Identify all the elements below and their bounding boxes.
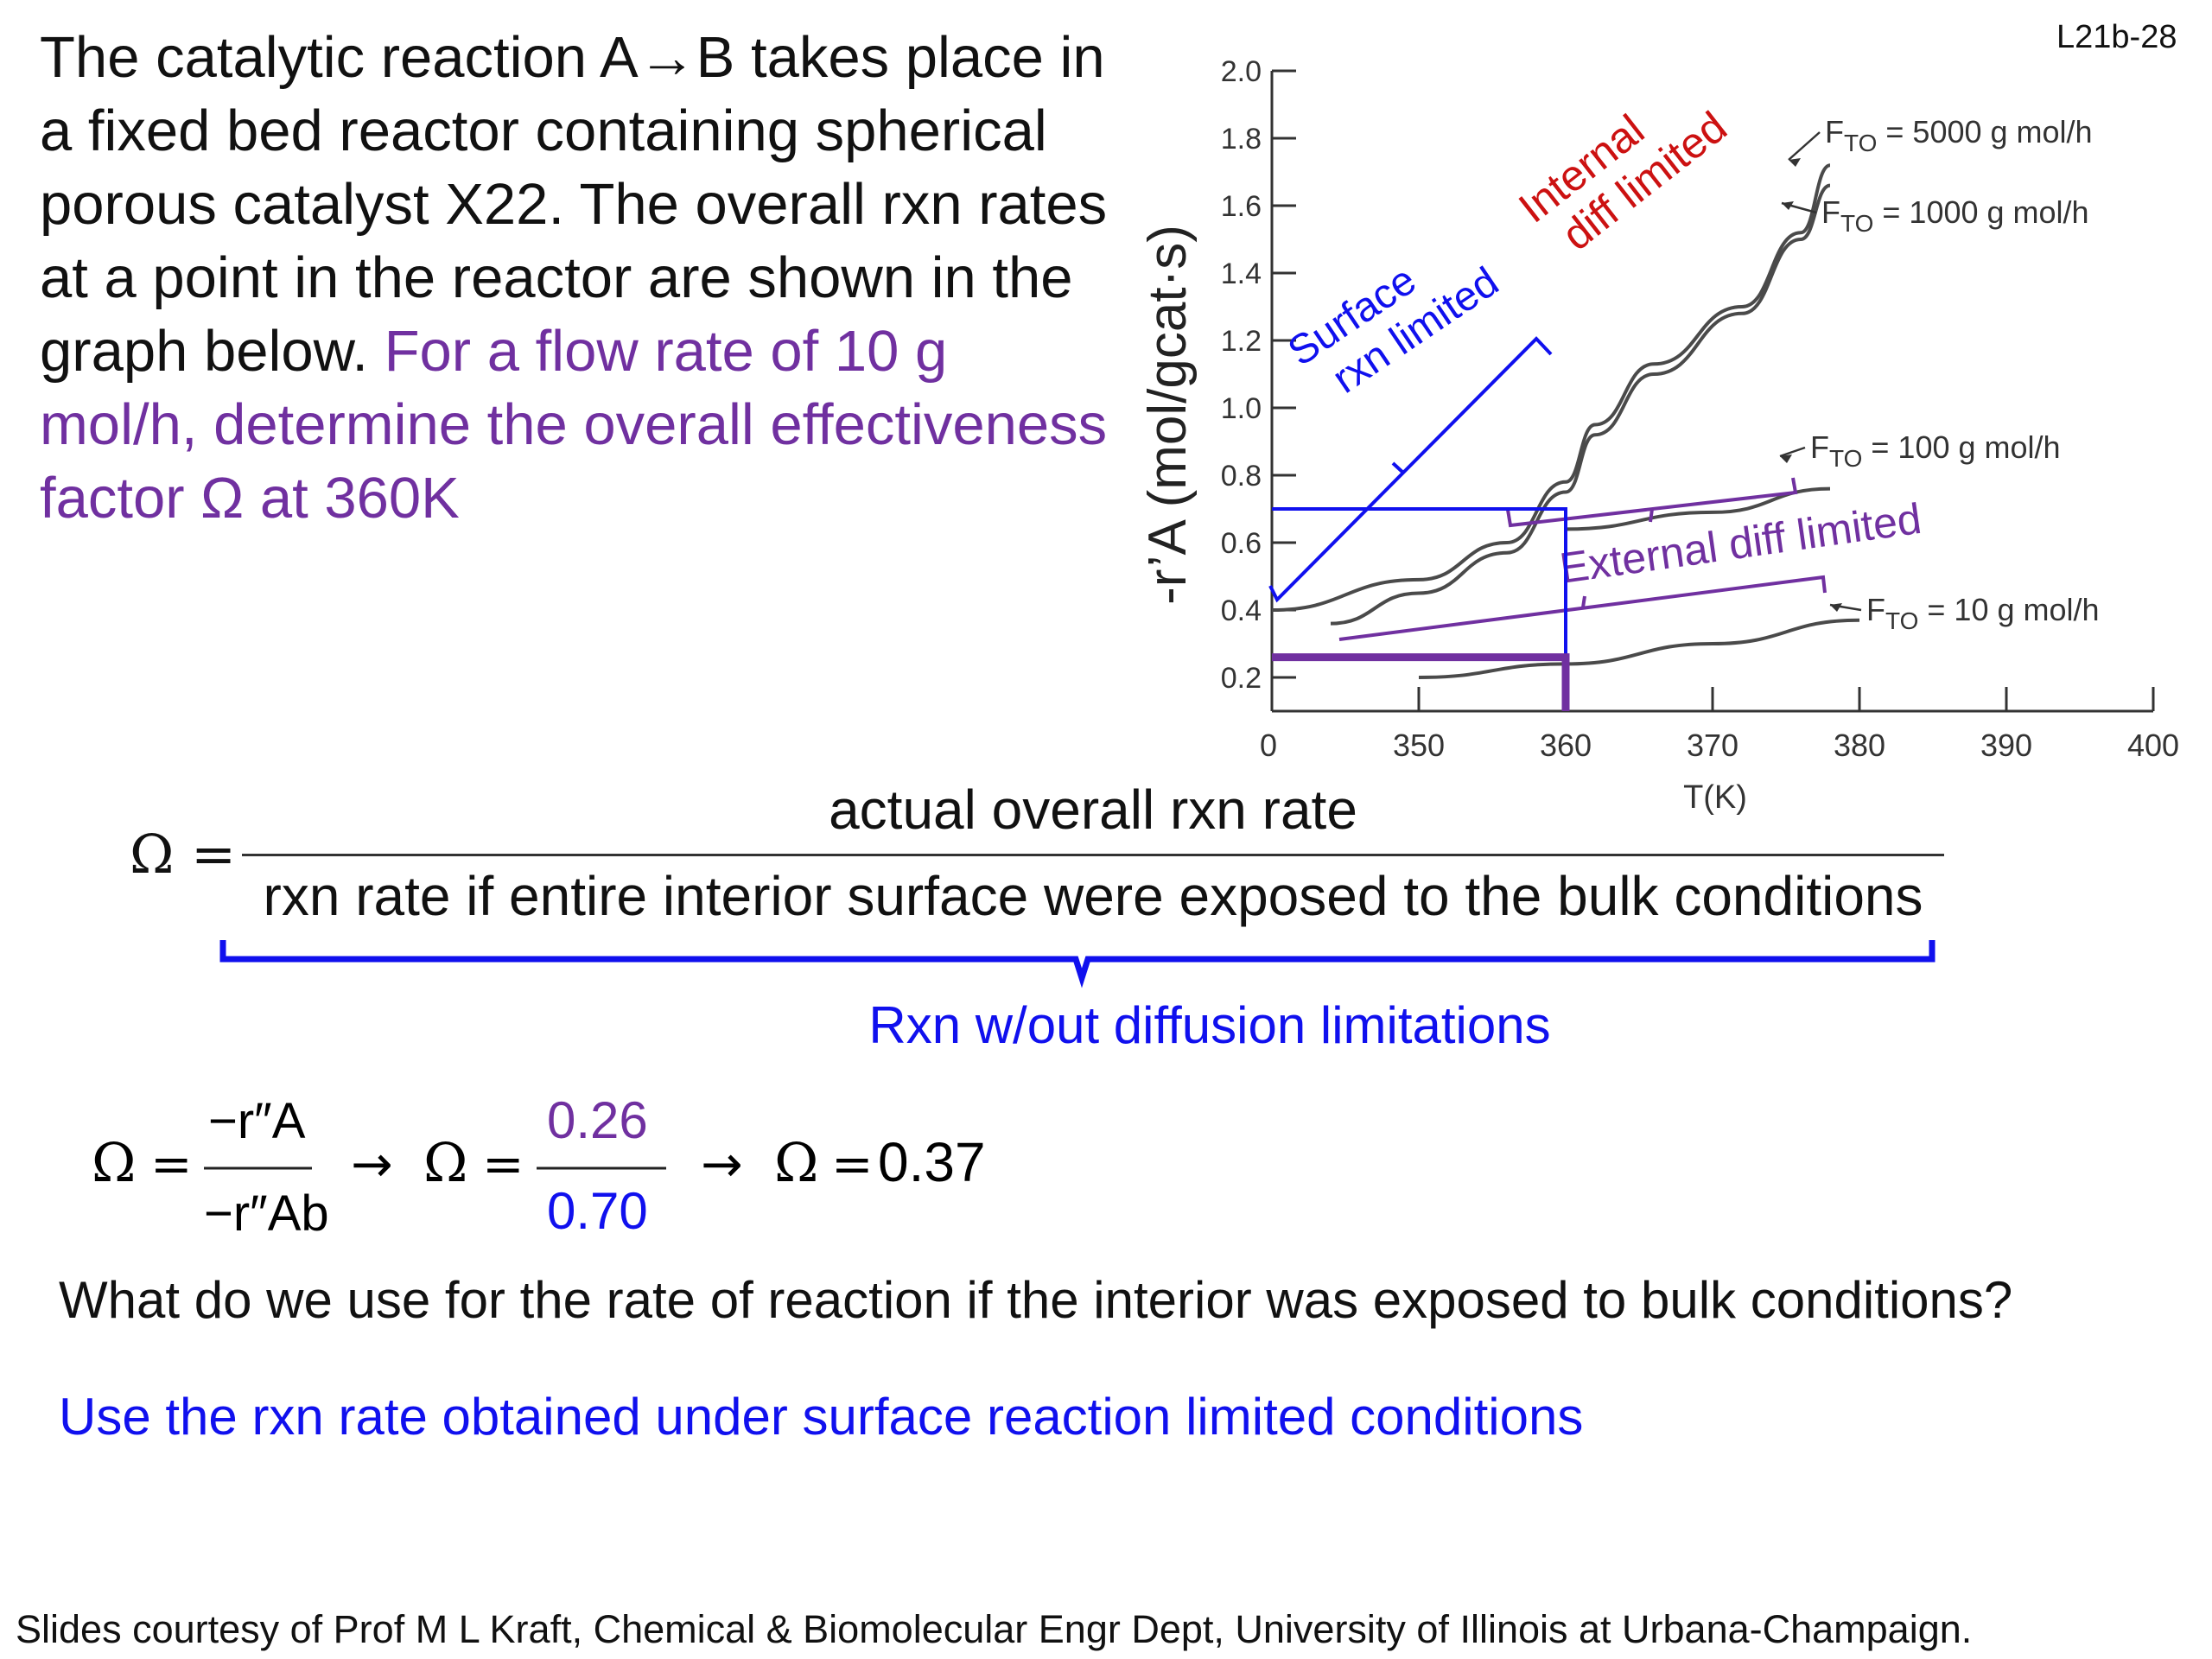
x-tick-label: 350 [1393,728,1445,763]
y-tick-label: 0.4 [1221,594,1262,627]
curve-2 [1330,183,1831,626]
y-tick-label: 1.6 [1221,190,1262,223]
problem-statement: The catalytic reaction A→B takes place i… [40,21,1111,535]
surface-reading-line [1272,507,1567,711]
y-tick-label: 2.0 [1221,55,1262,88]
curve-1 [1271,163,1831,612]
answer-text: Use the rxn rate obtained under surface … [59,1388,1584,1446]
y-tick-label: 1.2 [1221,325,1262,358]
problem-task: For a flow rate of 10 g mol/h, determine… [40,319,1108,531]
calc-rate-symbol-den: −r″Ab [204,1185,329,1242]
calc-equals-1: = [150,1135,193,1193]
calc-surface-rate: 0.70 [547,1182,648,1240]
y-tick-label: 1.4 [1221,257,1262,290]
x-axis-label: T(K) [1683,779,1747,816]
y-axis-label: -r’A (mol/gcat·s) [1138,225,1198,605]
problem-text: The catalytic reaction A→B takes place i… [40,25,1108,384]
x-tick-label: 400 [2127,728,2179,763]
external-bracket-upper [1506,477,1798,528]
calc-omega-2: Ω [423,1131,467,1194]
series-label-arrowhead [1789,158,1801,167]
y-tick-label: 0.6 [1221,527,1262,560]
series-label-arrowhead [1830,603,1842,612]
surface-bracket [1268,336,1553,603]
series-label-arrow [1779,446,1806,458]
calc-arrow-1: → [351,1135,393,1193]
x-tick-label: 0 [1260,728,1277,763]
y-tick-label: 0.8 [1221,460,1262,493]
calc-actual-rate: 0.26 [547,1091,648,1149]
underbrace [219,940,1936,988]
calc-result: 0.37 [878,1131,986,1193]
x-tick-label: 390 [1980,728,2032,763]
external-bracket-lower [1338,575,1827,641]
external-bracket-lower-tick [1581,595,1586,608]
credit-footer: Slides courtesy of Prof M L Kraft, Chemi… [16,1607,1973,1651]
calc-omega-3: Ω [774,1131,818,1194]
definition-denominator: rxn rate if entire interior surface were… [263,865,1923,927]
x-tick-label: 360 [1540,728,1592,763]
calc-arrow-2: → [701,1135,743,1193]
series-label: FTO = 5000 g mol/h [1825,114,2093,156]
definition-numerator: actual overall rxn rate [829,779,1357,841]
series-label: FTO = 10 g mol/h [1866,592,2100,634]
y-tick-label: 0.2 [1221,662,1262,695]
surface-bracket-tick [1391,461,1406,475]
y-tick-label: 1.8 [1221,123,1262,156]
series-label-arrow [1788,131,1821,161]
question-text: What do we use for the rate of reaction … [59,1271,2013,1329]
slide-number: L21b-28 [2056,19,2177,55]
external-bracket-upper-tick [1649,508,1654,523]
curve-4 [1418,618,1860,679]
y-tick-label: 1.0 [1221,392,1262,425]
rate-vs-temperature-chart: 0.2 0.4 0.6 0.8 1.0 1.2 1.4 1.6 1.8 2.0 0 350 360 370… [1138,55,2179,816]
calc-equals-3: = [831,1135,874,1193]
series-label: FTO = 100 g mol/h [1810,429,2061,472]
series-label: FTO = 1000 g mol/h [1821,194,2089,237]
effectiveness-calculation: Ω = −r″A −r″Ab → Ω = 0.26 0.70 → Ω = 0.3… [92,1091,986,1242]
underbrace-path [219,940,1936,988]
x-tick-label: 370 [1687,728,1738,763]
calc-omega-1: Ω [92,1131,136,1194]
calc-equals-2: = [482,1135,524,1193]
series-label-arrowhead [1780,454,1792,463]
calc-rate-symbol-num: −r″A [208,1093,306,1149]
definition-fraction-bar [242,854,1944,856]
series-label-arrowhead [1782,201,1794,210]
x-tick-label: 380 [1834,728,1885,763]
omega-definition-symbol: Ω = [130,823,237,886]
actual-reading-line [1272,653,1570,711]
brace-label: Rxn w/out diffusion limitations [868,996,1551,1054]
